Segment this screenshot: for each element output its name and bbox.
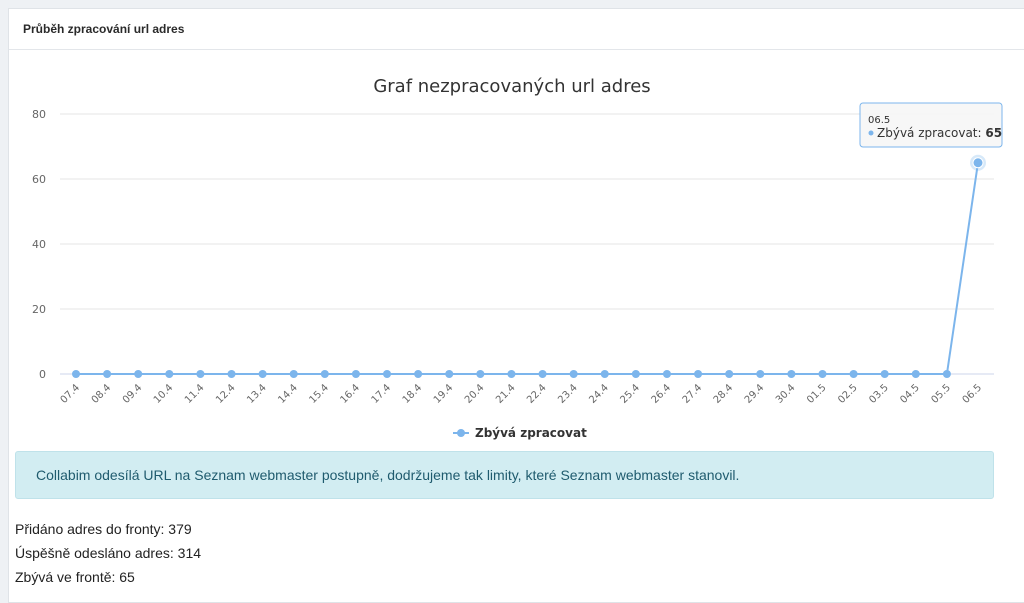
data-point xyxy=(414,370,423,378)
data-point xyxy=(694,370,703,378)
data-point xyxy=(849,370,858,378)
x-tick-label: 07.4 xyxy=(59,382,83,406)
x-tick-label: 12.4 xyxy=(214,382,238,406)
x-tick-label: 23.4 xyxy=(556,382,580,406)
stat-remaining: Zbývá ve frontě: 65 xyxy=(15,569,135,585)
data-point xyxy=(756,370,765,378)
y-tick-label: 60 xyxy=(32,173,46,186)
info-alert: Collabim odesílá URL na Seznam webmaster… xyxy=(15,451,994,499)
x-tick-label: 25.4 xyxy=(618,382,642,406)
x-tick-label: 29.4 xyxy=(743,382,767,406)
data-point xyxy=(476,370,485,378)
legend-label: Zbývá zpracovat xyxy=(475,426,587,440)
data-point xyxy=(134,370,143,378)
queue-stats: Přidáno adres do fronty: 379 Úspěšně ode… xyxy=(15,517,201,589)
data-point xyxy=(320,370,329,378)
data-point xyxy=(72,370,80,378)
stat-added: Přidáno adres do fronty: 379 xyxy=(15,521,192,537)
data-point xyxy=(600,370,609,378)
data-point xyxy=(196,370,205,378)
chart-title: Graf nezpracovaných url adres xyxy=(373,76,650,97)
tooltip-label: Zbývá zpracovat: 65 xyxy=(877,126,1002,140)
x-tick-label: 27.4 xyxy=(681,382,705,406)
x-tick-label: 09.4 xyxy=(121,382,145,406)
x-tick-label: 24.4 xyxy=(587,382,611,406)
processing-panel: Průběh zpracování url adres xyxy=(8,8,1024,603)
data-point xyxy=(103,370,112,378)
data-point xyxy=(662,370,671,378)
x-tick-label: 01.5 xyxy=(805,382,829,406)
x-tick-label: 17.4 xyxy=(370,382,394,406)
data-point xyxy=(258,370,267,378)
chart-legend: Zbývá zpracovat xyxy=(453,426,587,440)
data-point xyxy=(351,370,360,378)
data-point xyxy=(445,370,454,378)
data-point xyxy=(507,370,516,378)
x-tick-label: 03.5 xyxy=(867,382,891,406)
y-tick-label: 80 xyxy=(32,108,46,121)
tooltip-category: 06.5 xyxy=(868,115,890,126)
y-tick-label: 0 xyxy=(39,368,46,381)
x-tick-label: 14.4 xyxy=(276,382,300,406)
stat-sent: Úspěšně odesláno adres: 314 xyxy=(15,545,202,561)
legend-marker xyxy=(457,429,465,437)
x-tick-label: 05.5 xyxy=(929,382,953,406)
data-point xyxy=(289,370,298,378)
series-line xyxy=(76,162,979,375)
unprocessed-urls-chart: Graf nezpracovaných url adres 0 20 40 60 80 07… xyxy=(32,76,1003,440)
data-point xyxy=(383,370,392,378)
y-tick-label: 20 xyxy=(32,303,46,316)
tooltip-box xyxy=(859,102,1003,148)
x-tick-label: 22.4 xyxy=(525,382,549,406)
x-tick-label: 19.4 xyxy=(432,382,456,406)
data-point xyxy=(569,370,578,378)
y-tick-label: 40 xyxy=(32,238,46,251)
tooltip-marker xyxy=(868,130,874,136)
data-point xyxy=(880,370,889,378)
data-point xyxy=(787,370,796,378)
x-tick-label: 11.4 xyxy=(183,382,207,406)
x-tick-label: 16.4 xyxy=(339,382,363,406)
data-point xyxy=(725,370,734,378)
x-tick-label: 30.4 xyxy=(774,382,798,406)
x-tick-label: 26.4 xyxy=(650,382,674,406)
data-point xyxy=(972,157,984,169)
x-tick-label: 06.5 xyxy=(961,382,985,406)
data-point xyxy=(165,370,174,378)
x-tick-label: 28.4 xyxy=(712,382,736,406)
panel-title: Průběh zpracování url adres xyxy=(9,9,1024,50)
x-tick-label: 10.4 xyxy=(152,382,176,406)
x-tick-label: 04.5 xyxy=(898,382,922,406)
data-point xyxy=(942,370,951,378)
x-tick-label: 20.4 xyxy=(463,382,487,406)
data-point xyxy=(818,370,827,378)
data-point xyxy=(911,370,920,378)
data-point xyxy=(538,370,547,378)
x-tick-label: 15.4 xyxy=(307,382,331,406)
x-tick-label: 02.5 xyxy=(836,382,860,406)
tooltip-value: 65 xyxy=(985,126,1002,140)
x-tick-label: 21.4 xyxy=(494,382,518,406)
x-tick-label: 08.4 xyxy=(90,382,114,406)
data-point xyxy=(227,370,236,378)
data-point xyxy=(631,370,640,378)
x-tick-label: 18.4 xyxy=(401,382,425,406)
x-tick-label: 13.4 xyxy=(245,382,269,406)
